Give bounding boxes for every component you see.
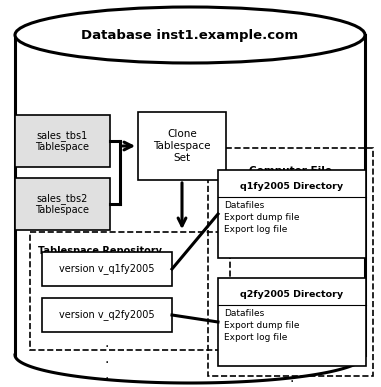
Text: Database inst1.example.com: Database inst1.example.com xyxy=(82,29,299,41)
Text: Tablespace Repository: Tablespace Repository xyxy=(38,246,162,256)
FancyBboxPatch shape xyxy=(218,170,366,258)
FancyBboxPatch shape xyxy=(138,112,226,180)
Text: sales_tbs1
Tablespace: sales_tbs1 Tablespace xyxy=(35,130,90,152)
Text: Clone
Tablespace
Set: Clone Tablespace Set xyxy=(153,129,211,163)
Text: q2fy2005 Directory: q2fy2005 Directory xyxy=(240,290,344,299)
FancyBboxPatch shape xyxy=(42,252,172,286)
Text: Datafiles
Export dump file
Export log file: Datafiles Export dump file Export log fi… xyxy=(224,201,299,234)
Ellipse shape xyxy=(15,7,365,63)
FancyBboxPatch shape xyxy=(15,178,110,230)
Text: ·
·
·: · · · xyxy=(290,375,294,387)
FancyBboxPatch shape xyxy=(42,298,172,332)
FancyBboxPatch shape xyxy=(15,115,110,167)
Text: Datafiles
Export dump file
Export log file: Datafiles Export dump file Export log fi… xyxy=(224,309,299,342)
Text: version v_q1fy2005: version v_q1fy2005 xyxy=(59,264,155,274)
Polygon shape xyxy=(15,35,365,355)
Text: sales_tbs2
Tablespace: sales_tbs2 Tablespace xyxy=(35,193,90,215)
Text: q1fy2005 Directory: q1fy2005 Directory xyxy=(240,182,344,191)
FancyBboxPatch shape xyxy=(218,278,366,366)
Text: Computer File
System: Computer File System xyxy=(249,166,332,188)
Text: version v_q2fy2005: version v_q2fy2005 xyxy=(59,310,155,320)
Text: ·
·
·: · · · xyxy=(105,340,109,386)
